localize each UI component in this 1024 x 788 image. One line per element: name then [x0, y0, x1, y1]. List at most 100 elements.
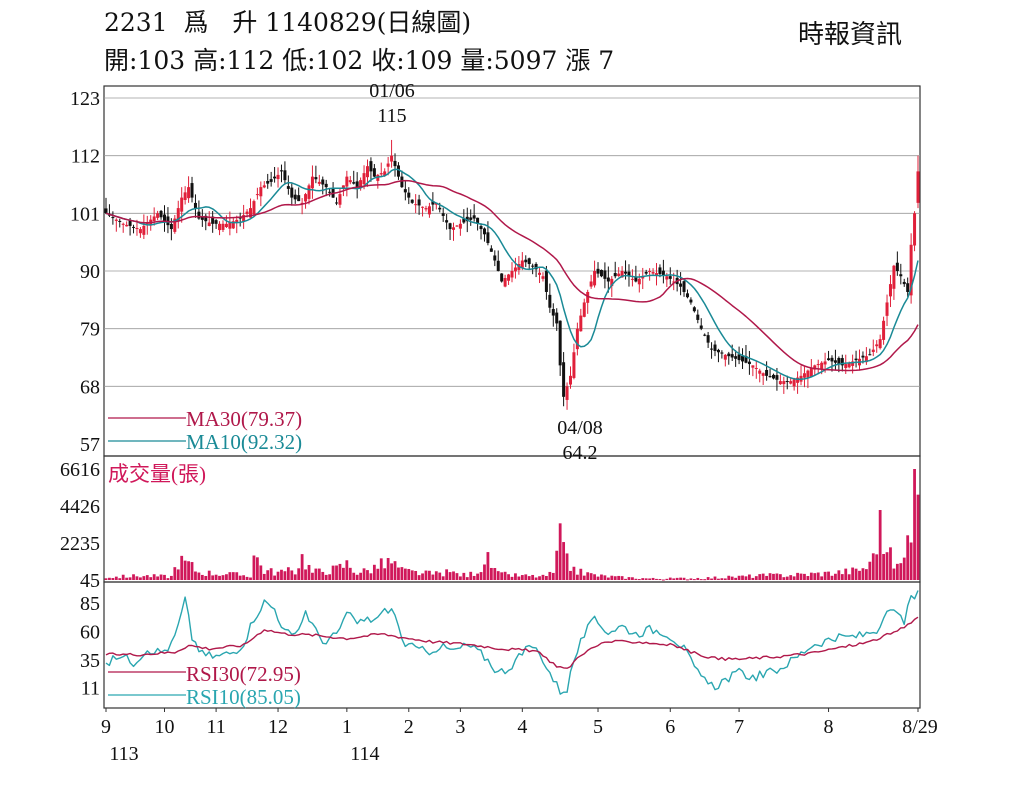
candle-body	[899, 274, 903, 277]
volume-bar	[882, 554, 885, 580]
volume-bar	[421, 573, 424, 580]
volume-bar	[772, 573, 775, 580]
volume-bar	[906, 535, 910, 580]
candle-body	[861, 355, 865, 358]
volume-bar	[149, 577, 153, 580]
volume-bar	[273, 575, 276, 580]
volume-bar	[851, 567, 855, 580]
x-month-label: 5	[593, 716, 603, 738]
volume-bar	[751, 577, 755, 580]
volume-bar	[871, 553, 875, 580]
volume-bar	[221, 575, 225, 580]
candle-body	[121, 223, 125, 225]
volume-bar	[500, 572, 504, 580]
volume-bar	[617, 575, 621, 580]
volume-bar	[507, 574, 510, 580]
volume-bar	[383, 568, 387, 580]
volume-bar	[895, 563, 899, 580]
volume-bar	[861, 568, 865, 580]
candle-body	[452, 227, 456, 230]
candle-body	[221, 223, 225, 230]
volume-bar	[634, 578, 638, 580]
candle-body	[317, 181, 321, 184]
volume-bar	[386, 558, 390, 580]
chart-title: 2231 爲 升 1140829(日線圖)	[104, 8, 472, 37]
volume-bar	[689, 578, 693, 580]
volume-bar	[297, 568, 301, 580]
volume-bar	[118, 578, 122, 580]
volume-bar	[606, 577, 610, 580]
candle-body	[792, 379, 796, 387]
candle-body	[682, 281, 686, 292]
volume-bar	[758, 574, 762, 580]
volume-bar	[173, 567, 177, 580]
candle-body	[359, 180, 363, 188]
candle-body	[534, 263, 538, 270]
candle-body	[190, 183, 194, 198]
volume-bar	[596, 576, 600, 580]
candle-body	[586, 291, 590, 303]
volume-bar	[514, 573, 517, 580]
candle-body	[224, 223, 228, 228]
candle-body	[868, 354, 872, 356]
candle-body	[482, 228, 486, 235]
volume-bar	[834, 573, 837, 580]
candle-body	[362, 173, 366, 185]
candle-body	[304, 194, 308, 202]
volume-bar	[899, 563, 903, 580]
candle-body	[775, 375, 779, 380]
volume-bar	[803, 573, 806, 580]
volume-bar	[366, 570, 369, 580]
candle-body	[734, 356, 738, 359]
x-month-label: 11	[206, 716, 225, 738]
volume-bar	[469, 571, 473, 580]
candle-body	[231, 221, 235, 229]
candle-body	[211, 216, 215, 224]
candle-body	[771, 374, 775, 379]
volume-bar	[455, 573, 459, 580]
candle-body	[730, 354, 734, 358]
volume-bar	[472, 575, 476, 580]
volume-bar	[114, 576, 118, 580]
volume-bar	[730, 576, 734, 580]
candle-body	[111, 217, 115, 219]
volume-panel-title: 成交量(張)	[108, 462, 206, 486]
volume-bar	[558, 523, 562, 580]
volume-bar	[562, 542, 566, 580]
volume-bar	[813, 573, 817, 580]
candle-body	[396, 165, 400, 177]
volume-bar	[242, 575, 246, 580]
volume-bar	[555, 550, 559, 580]
volume-bar	[489, 567, 493, 580]
price-tick-label: 123	[70, 88, 100, 110]
volume-bar	[445, 569, 449, 580]
candle-body	[403, 189, 407, 193]
candle-body	[238, 217, 242, 219]
candle-body	[307, 185, 311, 199]
volume-bar	[648, 578, 652, 580]
volume-bar	[156, 576, 160, 580]
candle-body	[235, 219, 239, 223]
volume-bar	[785, 576, 789, 580]
candle-body	[906, 283, 910, 292]
candle-body	[617, 273, 621, 277]
volume-bar	[644, 578, 648, 580]
candle-body	[500, 273, 504, 282]
candle-body	[162, 214, 166, 222]
volume-bar	[699, 579, 703, 581]
volume-bar	[135, 576, 139, 580]
volume-bar	[641, 578, 645, 580]
candle-body	[125, 224, 129, 227]
volume-bar	[355, 574, 359, 580]
volume-bar	[266, 570, 270, 580]
candle-body	[551, 309, 555, 316]
candle-body	[844, 364, 848, 369]
volume-bar	[400, 567, 404, 580]
rsi-tick-label: 11	[81, 677, 100, 699]
candle-body	[606, 277, 610, 282]
volume-bar	[840, 574, 844, 580]
x-month-label: 12	[268, 716, 288, 738]
candle-body	[431, 200, 435, 205]
candle-body	[180, 197, 184, 212]
volume-bar	[703, 579, 707, 581]
